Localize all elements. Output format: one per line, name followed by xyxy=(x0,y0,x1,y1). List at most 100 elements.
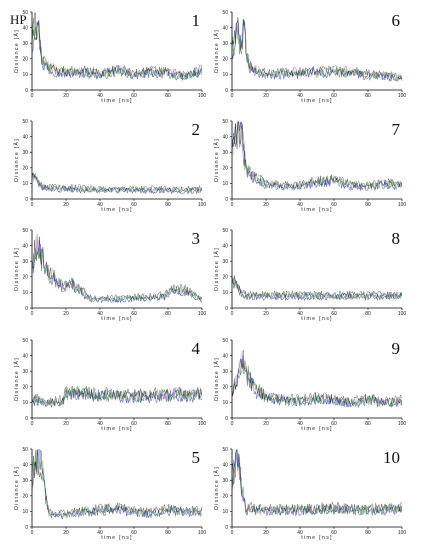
y-tick-label: 0 xyxy=(225,416,228,422)
panel-number: 1 xyxy=(192,11,201,30)
y-tick-label: 20 xyxy=(222,57,228,63)
y-tick-label: 0 xyxy=(25,88,28,94)
y-tick-label: 10 xyxy=(22,181,28,187)
y-tick-label: 40 xyxy=(222,462,228,468)
series-line-4 xyxy=(231,350,403,406)
panel-number: 5 xyxy=(192,448,201,467)
x-tick-label: 80 xyxy=(165,202,171,208)
y-tick-label: 20 xyxy=(22,275,28,281)
x-axis-label: time [ns] xyxy=(101,207,133,213)
x-tick-label: 0 xyxy=(31,93,34,99)
y-tick-label: 30 xyxy=(222,369,228,375)
x-axis-label: time [ns] xyxy=(101,98,133,104)
x-axis-label: time [ns] xyxy=(101,426,133,432)
x-axis-label: time [ns] xyxy=(301,426,333,432)
y-axis-label: Distance [Å] xyxy=(13,357,20,401)
y-tick-label: 10 xyxy=(22,509,28,515)
y-tick-label: 10 xyxy=(222,400,228,406)
series-line-1 xyxy=(231,354,403,409)
series-line-4 xyxy=(231,449,403,514)
x-tick-label: 60 xyxy=(131,311,137,317)
series-line-3 xyxy=(231,18,403,80)
y-tick-label: 30 xyxy=(222,259,228,265)
x-tick-label: 60 xyxy=(331,530,337,536)
y-tick-label: 0 xyxy=(225,197,228,203)
y-axis-label: Distance [Å] xyxy=(13,466,20,510)
y-tick-label: 20 xyxy=(222,385,228,391)
y-tick-label: 40 xyxy=(222,134,228,140)
panel-10: 0 10 20 30 40 50 0 20 40 60 80 100 time [ns] Distance… xyxy=(213,447,406,541)
series-line-4 xyxy=(31,449,203,516)
y-tick-label: 0 xyxy=(25,306,28,312)
series-line-1 xyxy=(31,233,203,304)
x-tick-label: 0 xyxy=(31,530,34,536)
x-tick-label: 40 xyxy=(297,202,303,208)
series-line-3 xyxy=(231,450,403,515)
x-tick-label: 0 xyxy=(231,93,234,99)
y-tick-label: 30 xyxy=(22,259,28,265)
x-tick-label: 60 xyxy=(131,421,137,427)
x-tick-label: 20 xyxy=(63,311,69,317)
y-axis-label: Distance [Å] xyxy=(13,29,20,73)
x-tick-label: 100 xyxy=(198,311,207,317)
x-tick-label: 60 xyxy=(131,202,137,208)
y-axis-label: Distance [Å] xyxy=(213,357,220,401)
x-axis-label: time [ns] xyxy=(101,535,133,541)
series-line-3 xyxy=(31,386,203,406)
y-tick-label: 20 xyxy=(222,275,228,281)
x-tick-label: 60 xyxy=(131,530,137,536)
y-tick-label: 40 xyxy=(22,353,28,359)
x-tick-label: 100 xyxy=(398,202,407,208)
panel-number: 4 xyxy=(192,339,201,358)
y-axis-label: Distance [Å] xyxy=(213,247,220,291)
y-tick-label: 40 xyxy=(22,134,28,140)
y-tick-label: 0 xyxy=(25,197,28,203)
panel-number: 9 xyxy=(392,339,401,358)
y-tick-label: 0 xyxy=(25,525,28,531)
y-tick-label: 30 xyxy=(222,150,228,156)
y-tick-label: 40 xyxy=(22,25,28,31)
y-tick-label: 50 xyxy=(22,447,28,453)
y-tick-label: 20 xyxy=(22,166,28,172)
series-line-3 xyxy=(31,173,203,193)
y-axis-label: Distance [Å] xyxy=(213,138,220,182)
x-tick-label: 20 xyxy=(63,93,69,99)
x-tick-label: 40 xyxy=(97,202,103,208)
panel-number: 7 xyxy=(392,120,401,139)
y-tick-label: 30 xyxy=(22,41,28,47)
x-tick-label: 0 xyxy=(231,530,234,536)
panel-3: 0 10 20 30 40 50 0 20 40 60 80 100 time [ns] Distance… xyxy=(13,228,206,322)
y-tick-label: 20 xyxy=(22,494,28,500)
panel-8: 0 10 20 30 40 50 0 20 40 60 80 100 time [ns] Distance… xyxy=(213,228,406,322)
x-tick-label: 80 xyxy=(165,530,171,536)
y-axis-label: Distance [Å] xyxy=(13,247,20,291)
y-tick-label: 20 xyxy=(22,385,28,391)
x-axis-label: time [ns] xyxy=(301,535,333,541)
x-tick-label: 100 xyxy=(198,93,207,99)
x-tick-label: 40 xyxy=(297,311,303,317)
series-line-2 xyxy=(31,172,203,194)
y-tick-label: 40 xyxy=(22,243,28,249)
y-tick-label: 10 xyxy=(222,181,228,187)
y-axis-label: Distance [Å] xyxy=(213,466,220,510)
figure-tag: HP xyxy=(10,12,27,27)
series-line-3 xyxy=(31,234,203,302)
x-tick-label: 20 xyxy=(263,530,269,536)
y-tick-label: 10 xyxy=(222,72,228,78)
x-tick-label: 20 xyxy=(263,421,269,427)
y-tick-label: 10 xyxy=(222,509,228,515)
y-tick-label: 40 xyxy=(222,353,228,359)
series-line-3 xyxy=(31,453,203,518)
y-tick-label: 50 xyxy=(222,338,228,344)
series-line-3 xyxy=(231,121,403,191)
x-tick-label: 80 xyxy=(365,421,371,427)
series-line-2 xyxy=(31,449,203,519)
y-tick-label: 30 xyxy=(22,369,28,375)
panel-number: 10 xyxy=(383,448,400,467)
series-line-3 xyxy=(31,12,203,80)
panel-6: 0 10 20 30 40 50 0 20 40 60 80 100 time [ns] Distance… xyxy=(213,10,406,104)
series-line-4 xyxy=(231,17,403,80)
panel-number: 2 xyxy=(192,120,201,139)
